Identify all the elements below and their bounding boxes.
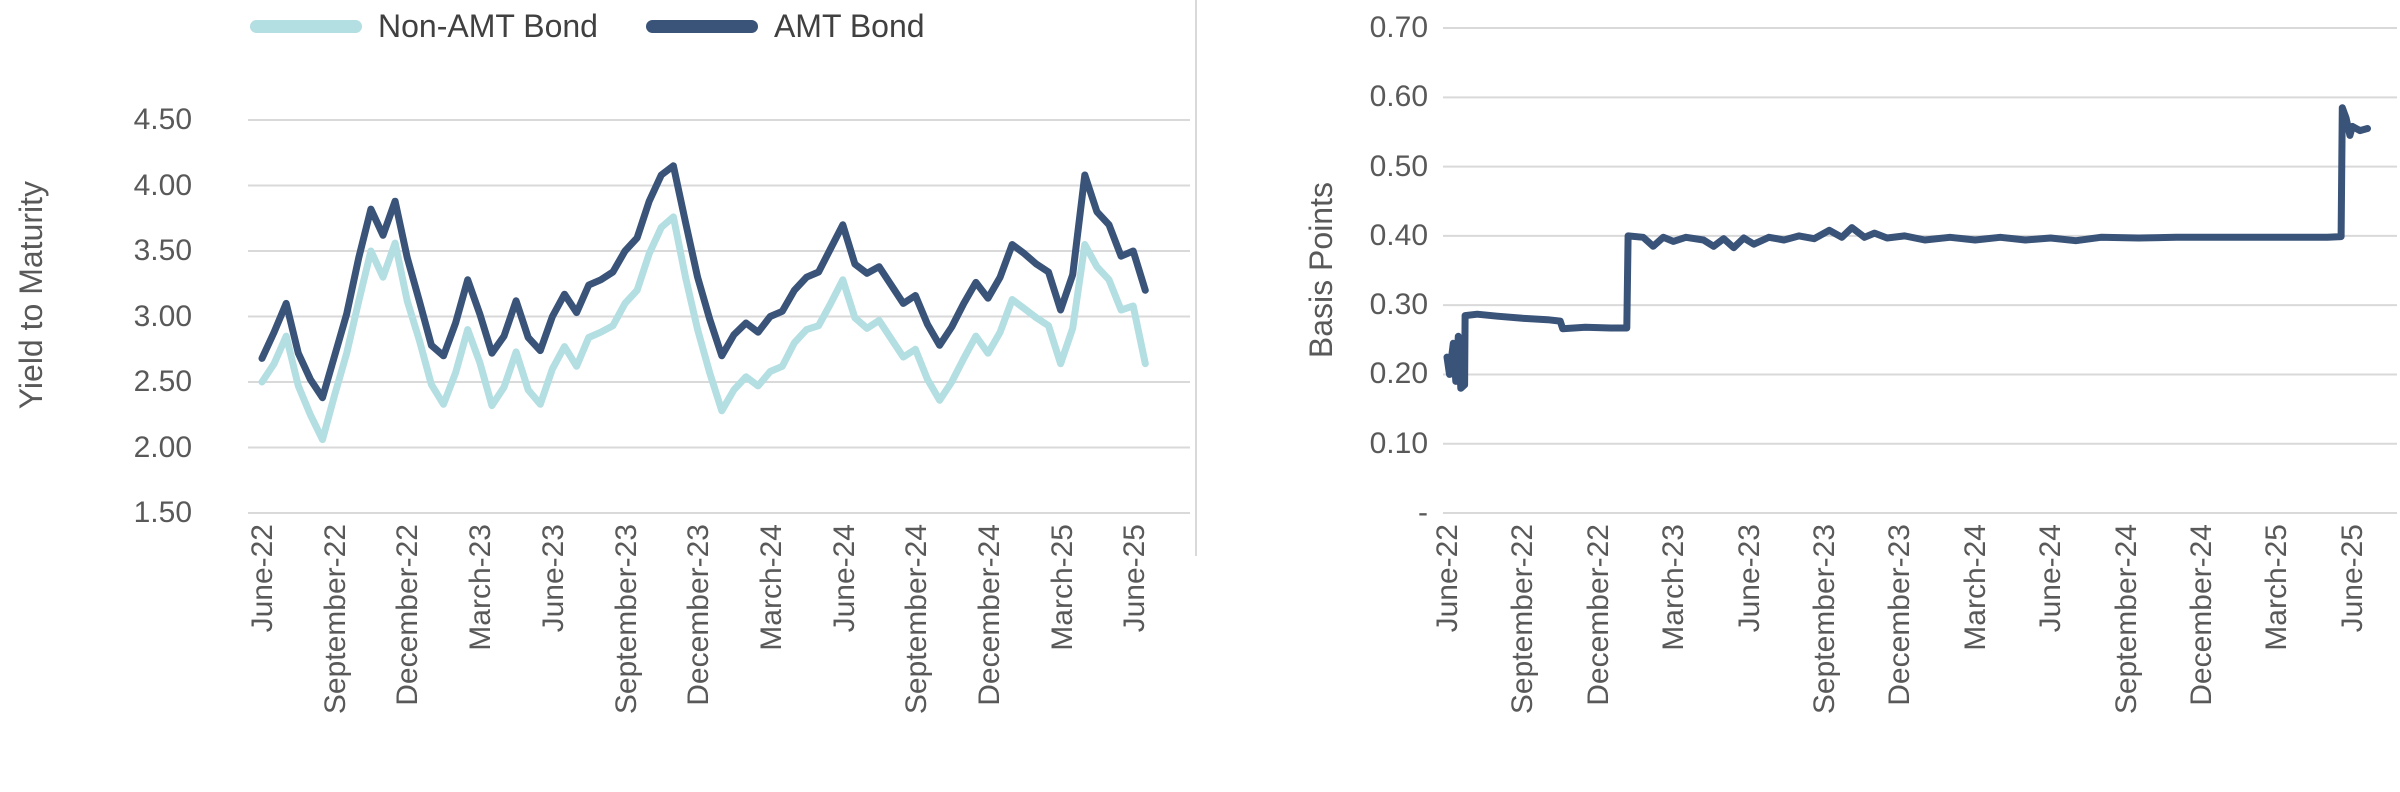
x-tick-label: December-24 xyxy=(2185,524,2218,706)
x-tick-label: September-23 xyxy=(1808,524,1841,715)
yield-axis-title-wrap: Yield to Maturity xyxy=(8,80,54,510)
x-tick-label: June-22 xyxy=(1431,524,1464,633)
x-tick-label: March-24 xyxy=(754,524,788,651)
y-tick-label: 0.40 xyxy=(1369,218,1428,252)
x-tick-label: March-25 xyxy=(1045,524,1079,651)
x-tick-label: September-23 xyxy=(609,524,643,715)
y-tick-label: 2.00 xyxy=(133,430,192,464)
amt-bond-line xyxy=(258,162,1149,402)
legend-item-amt: AMT Bond xyxy=(645,8,925,45)
y-tick-label: 4.00 xyxy=(133,168,192,202)
amt-legend-label: AMT Bond xyxy=(773,8,925,44)
x-tick-label: December-23 xyxy=(1883,524,1917,706)
x-tick-label: December-24 xyxy=(973,524,1006,706)
yield-axis-title: Yield to Maturity xyxy=(13,180,49,410)
x-tick-label: June-24 xyxy=(2034,524,2068,633)
y-tick-label: 0.30 xyxy=(1369,288,1428,322)
y-tick-label: 0.70 xyxy=(1369,11,1428,45)
x-tick-label: September-22 xyxy=(1506,524,1540,715)
x-tick-label: June-23 xyxy=(536,524,570,633)
y-tick-label: - xyxy=(1418,496,1428,529)
y-tick-label: 4.50 xyxy=(133,103,192,136)
x-tick-label: December-22 xyxy=(391,524,425,706)
basis-points-axis-title: Basis Points xyxy=(1303,182,1339,359)
x-tick-label: December-23 xyxy=(682,524,716,706)
amt-line-swatch xyxy=(645,20,758,33)
legend-item-non-amt: Non-AMT Bond xyxy=(250,8,598,45)
x-tick-label: September-24 xyxy=(900,524,934,715)
y-tick-label: 0.50 xyxy=(1369,149,1428,183)
x-tick-label: September-24 xyxy=(2109,524,2143,715)
spread-line xyxy=(1443,104,2371,392)
non-amt-line-swatch xyxy=(250,20,362,33)
y-tick-label: 0.20 xyxy=(1369,357,1428,391)
x-tick-label: March-24 xyxy=(1958,524,1992,651)
x-tick-label: June-23 xyxy=(1732,524,1766,633)
x-tick-label: March-25 xyxy=(2260,524,2294,651)
x-tick-label: June-25 xyxy=(1118,524,1152,633)
y-tick-label: 3.50 xyxy=(133,234,192,267)
yield-chart-legend: Non-AMT Bond AMT Bond xyxy=(250,8,925,45)
y-tick-label: 2.50 xyxy=(133,365,192,398)
x-tick-label: March-23 xyxy=(1657,524,1691,651)
y-tick-label: 3.00 xyxy=(133,299,192,333)
y-tick-label: 0.10 xyxy=(1369,426,1428,460)
x-tick-label: December-22 xyxy=(1581,524,1615,706)
y-tick-label: 0.60 xyxy=(1369,80,1428,114)
x-tick-label: March-23 xyxy=(464,524,498,651)
x-tick-label: June-25 xyxy=(2335,524,2369,633)
y-tick-label: 1.50 xyxy=(133,496,192,529)
x-tick-label: June-24 xyxy=(827,524,861,633)
non-amt-legend-label: Non-AMT Bond xyxy=(378,8,598,44)
x-tick-label: September-22 xyxy=(318,524,352,715)
x-tick-label: June-22 xyxy=(246,524,279,633)
non-amt-bond-line xyxy=(258,213,1149,444)
